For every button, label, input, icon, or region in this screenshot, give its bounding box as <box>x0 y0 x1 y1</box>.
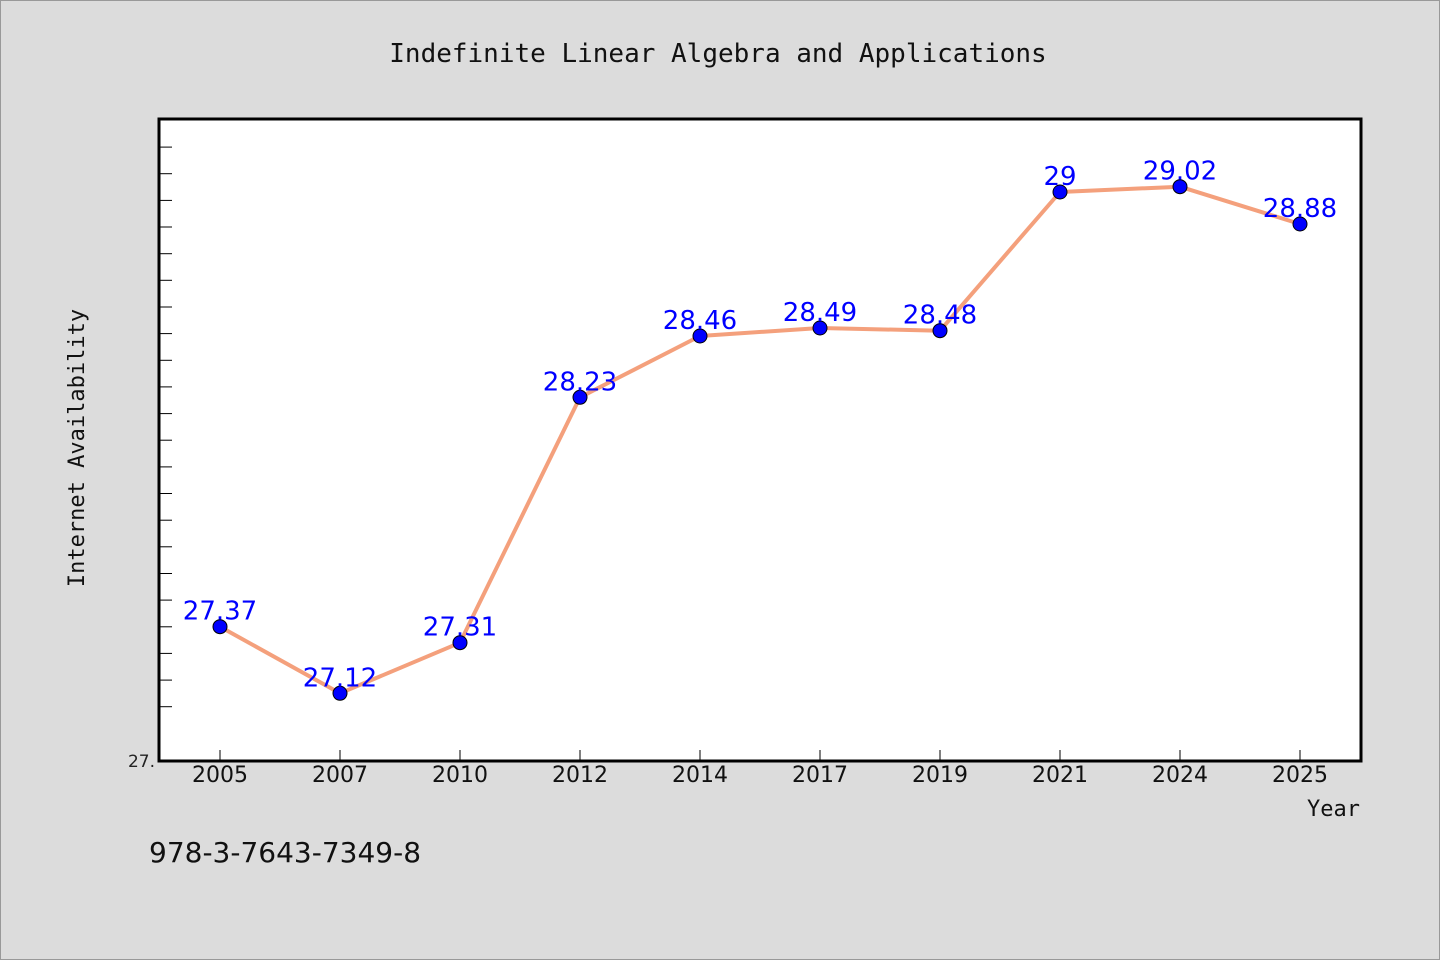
x-axis-label: Year <box>1307 797 1360 822</box>
data-point <box>1292 216 1308 232</box>
data-point <box>692 328 708 344</box>
x-tick-label: 2012 <box>552 763 608 788</box>
data-point <box>1052 184 1068 200</box>
data-label: 27.37 <box>183 597 257 627</box>
data-label: 29.02 <box>1143 157 1217 187</box>
data-label: 28.48 <box>903 301 977 331</box>
chart-title: Indefinite Linear Algebra and Applicatio… <box>389 39 1046 69</box>
x-tick-label: 2019 <box>912 763 968 788</box>
data-point <box>812 320 828 336</box>
x-tick-label: 2010 <box>432 763 488 788</box>
x-tick-label: 2017 <box>792 763 848 788</box>
x-tick-label: 2025 <box>1272 763 1328 788</box>
x-axis-ticks: 2005 2007 2010 2012 2014 2017 2019 2021 2024 2025 <box>192 750 1328 788</box>
data-label: 28.23 <box>543 367 617 397</box>
series-line <box>218 184 1302 696</box>
x-tick-label: 2024 <box>1152 763 1208 788</box>
data-point <box>452 635 468 651</box>
x-tick-label: 2021 <box>1032 763 1088 788</box>
footer-code: 978-3-7643-7349-8 <box>149 836 421 869</box>
data-label: 28.88 <box>1263 194 1337 224</box>
x-tick-label: 2007 <box>312 763 368 788</box>
data-point <box>332 685 348 701</box>
data-point <box>932 323 948 339</box>
data-label: 29 <box>1043 162 1076 192</box>
data-point <box>212 619 228 635</box>
data-label: 27.31 <box>423 613 497 643</box>
data-labels: 27.37 27.12 27.31 28.23 28.46 28.49 28.48 29 29.… <box>183 157 1337 694</box>
x-tick-label: 2005 <box>192 763 248 788</box>
y-axis-minor-ticks <box>160 146 172 708</box>
data-label: 28.46 <box>663 306 737 336</box>
data-label: 28.49 <box>783 298 857 328</box>
data-label: 27.12 <box>303 663 377 693</box>
data-point <box>1172 179 1188 195</box>
y-axis-label: Internet Availability <box>65 309 90 587</box>
data-points <box>212 179 1308 701</box>
data-point <box>572 389 588 405</box>
y-tick-label: 27. <box>128 752 155 772</box>
plot-area <box>157 117 1363 763</box>
x-tick-label: 2014 <box>672 763 728 788</box>
